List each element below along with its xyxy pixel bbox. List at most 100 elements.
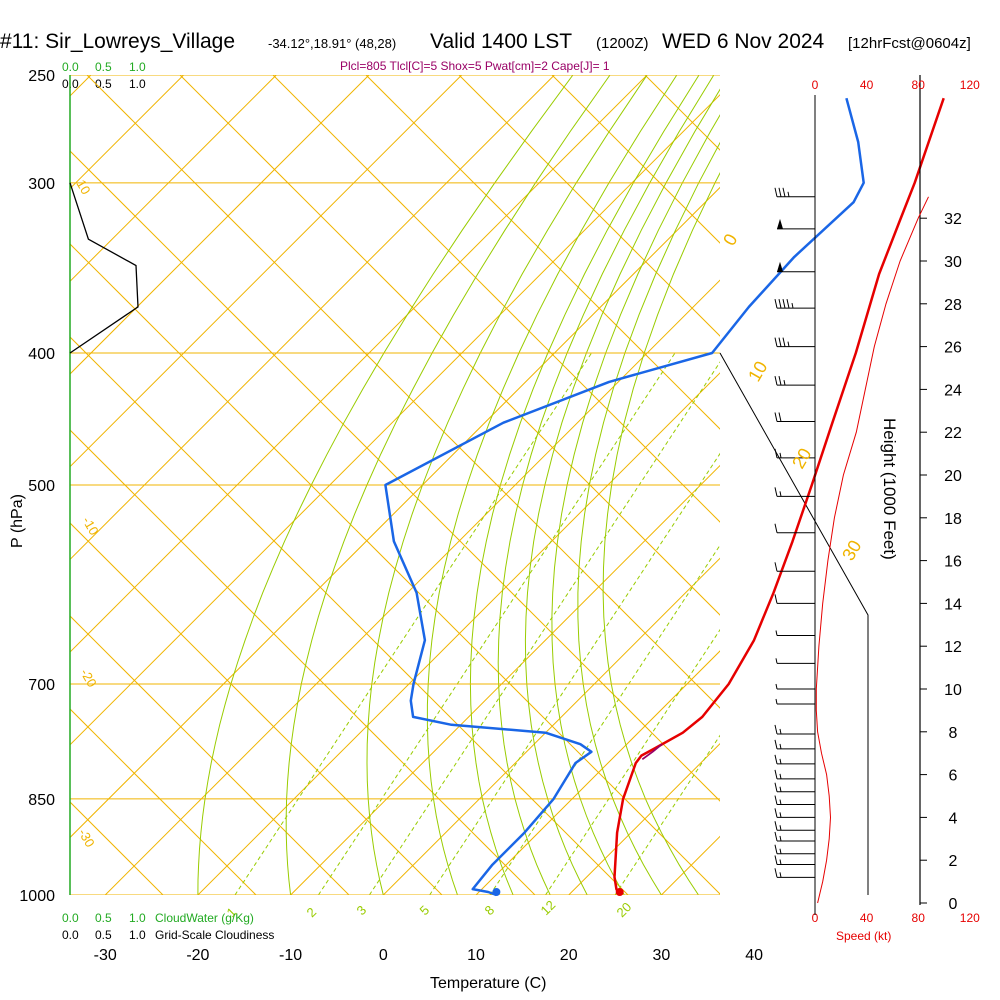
height-tick-label: 24 [944, 382, 962, 399]
temperature-tick-label: 20 [560, 947, 578, 964]
pressure-tick-label: 1000 [19, 888, 55, 905]
moist-adiabat-line [497, 75, 715, 895]
surface-temperature-marker [615, 888, 624, 896]
surface-dewpoint-marker [492, 888, 501, 896]
moist-adiabat-line [426, 75, 678, 895]
speed-tick-label-top: 120 [960, 78, 980, 92]
wind-barb [774, 808, 815, 818]
height-tick-label: 32 [944, 211, 962, 228]
wind-barb [777, 218, 815, 230]
mixing-ratio-line [317, 352, 676, 895]
height-tick-label: 28 [944, 297, 962, 314]
pressure-tick-label: 700 [28, 677, 55, 694]
isotherm-label: 10 [73, 177, 93, 197]
adiabat-line [458, 75, 720, 337]
height-tick-label: 0 [949, 896, 958, 913]
height-tick-label: 14 [944, 596, 962, 613]
mixing-ratio-label: 2 [304, 904, 320, 920]
wind-barb [775, 683, 815, 690]
isotherm-line [70, 75, 463, 468]
wind-box-border [719, 352, 869, 895]
adiabat-line [365, 75, 720, 430]
isotherm-label: -10 [79, 514, 101, 538]
isotherm-line [70, 75, 277, 283]
station-title: #11: Sir_Lowreys_Village [0, 30, 235, 53]
cloud-scale-top-green-1: 0.5 [95, 60, 112, 74]
isotherm-label: 30 [838, 537, 865, 564]
isotherm-line [754, 75, 1000, 895]
wind-barb [774, 821, 815, 831]
temperature-tick-label: -20 [186, 947, 209, 964]
speed-tick-label-top: 40 [860, 78, 874, 92]
isotherm-line [475, 650, 720, 895]
wind-barb [774, 412, 815, 422]
moist-adiabat-line [366, 75, 648, 895]
pressure-tick-label: 850 [28, 792, 55, 809]
adiabat-line [551, 75, 720, 244]
isotherm-label: -30 [75, 826, 97, 850]
wind-barb [775, 630, 815, 636]
cloud-scale-top-black-2: 1.0 [129, 77, 146, 91]
speed-tick-label-top: 0 [812, 78, 819, 92]
mixing-ratio-line [614, 734, 720, 895]
speed-tick-label-top: 80 [912, 78, 926, 92]
dewpoint-line [384, 97, 865, 897]
height-tick-label: 20 [944, 468, 962, 485]
isotherm-label: 0 [719, 230, 741, 249]
isotherm-label: 20 [788, 445, 815, 472]
height-tick-label: 6 [949, 768, 958, 785]
wind-barb [774, 868, 815, 878]
zulu-time: (1200Z) [596, 35, 649, 52]
cloud-scale-bottom-green-2: 1.0 [129, 911, 146, 925]
temperature-tick-label: -30 [94, 947, 117, 964]
speed-tick-label-bottom: 80 [912, 911, 926, 925]
pressure-tick-label: 250 [28, 68, 55, 85]
speed-axis-label: Speed (kt) [836, 929, 891, 943]
wind-barb [774, 795, 815, 806]
moist-adiabat-line [197, 75, 574, 895]
y-axis-label: P (hPa) [9, 494, 26, 548]
wind-barb [774, 754, 815, 765]
height-tick-label: 10 [944, 682, 962, 699]
adiabat-line [738, 75, 1000, 895]
wind-barb [774, 769, 815, 780]
speed-tick-label-bottom: 0 [812, 911, 819, 925]
isotherm-line [847, 75, 1000, 895]
cloud-scale-bottom-green-1: 0.5 [95, 911, 112, 925]
wind-barb [774, 337, 815, 348]
height-tick-label: 22 [944, 425, 962, 442]
mixing-ratio-label: 12 [538, 897, 559, 918]
cloud-scale-bottom-black-0: 0.0 [62, 928, 79, 942]
temperature-tick-label: 0 [379, 947, 388, 964]
mixing-ratio-label: 20 [614, 899, 635, 920]
temperature-line [613, 97, 945, 896]
moist-adiabat-line [469, 75, 700, 895]
forecast-info: [12hrFcst@0604z] [848, 35, 971, 52]
moist-adiabat-line [602, 172, 720, 895]
wind-barb [774, 594, 815, 604]
valid-time: Valid 1400 LST [430, 30, 572, 53]
mixing-ratio-label: 5 [417, 902, 433, 918]
height-tick-label: 12 [944, 639, 962, 656]
height-axis-label: Height (1000 Feet) [880, 418, 899, 560]
cloudwater-label: CloudWater (g/Kg) [155, 911, 254, 925]
height-tick-label: 30 [944, 254, 962, 271]
x-axis-label: Temperature (C) [430, 975, 546, 992]
wind-barb [775, 698, 815, 705]
mixing-ratio-line [545, 628, 720, 895]
wind-speed-line [815, 196, 929, 904]
isotherm-line [70, 75, 370, 375]
temperature-tick-label: 40 [745, 947, 763, 964]
wind-barb [777, 261, 815, 273]
valid-date: WED 6 Nov 2024 [662, 30, 825, 53]
cloud-scale-bottom-black-2: 1.0 [129, 928, 146, 942]
speed-tick-label-bottom: 120 [960, 911, 980, 925]
height-tick-label: 16 [944, 554, 962, 571]
mixing-ratio-line [429, 452, 720, 895]
adiabat-line [70, 522, 443, 895]
pressure-tick-label: 300 [28, 176, 55, 193]
wind-barb [774, 187, 815, 198]
temperature-tick-label: -10 [279, 947, 302, 964]
wind-barb [774, 523, 815, 534]
